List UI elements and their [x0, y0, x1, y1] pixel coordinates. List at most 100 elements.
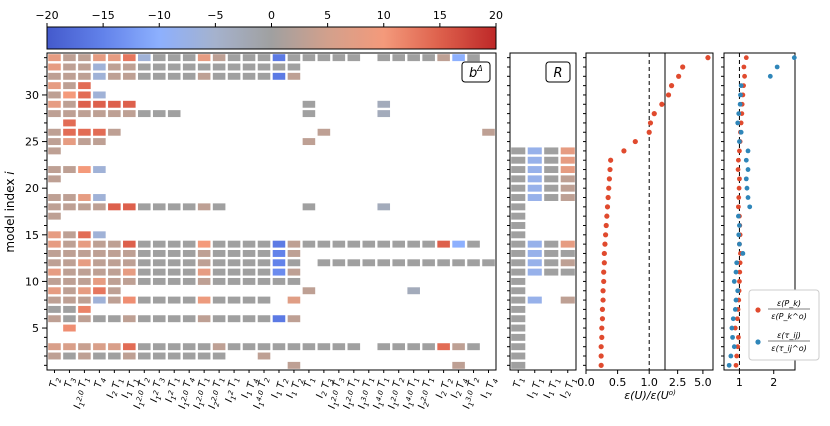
- heatmap-cell: [257, 249, 271, 257]
- heatmap-cell: [78, 343, 91, 351]
- heatmap-cell: [287, 343, 301, 351]
- heatmap-cell: [377, 100, 391, 108]
- heatmap-cell: [93, 91, 106, 99]
- data-point: [647, 120, 654, 126]
- heatmap-cell: [257, 296, 271, 304]
- heatmap-cell: [167, 203, 181, 211]
- heatmap-cell: [257, 240, 271, 248]
- data-point: [599, 306, 606, 312]
- heatmap-cell: [287, 277, 301, 285]
- heatmap-cell: [227, 54, 241, 62]
- heatmap-cell: [257, 259, 271, 267]
- heatmap-cell: [78, 296, 91, 304]
- y-axis-label: model index i: [3, 171, 17, 253]
- heatmap-cell: [93, 138, 106, 146]
- x-tick-label: I1 T4: [479, 376, 500, 401]
- heatmap-cell: [467, 259, 480, 267]
- heatmap-cell: [108, 203, 121, 211]
- y-tick-label: 10: [25, 275, 39, 288]
- heatmap-cell: [108, 296, 121, 304]
- legend-marker: [755, 307, 761, 313]
- data-point: [736, 185, 742, 191]
- x-tick-label: 5.0: [694, 376, 712, 389]
- data-point: [600, 297, 606, 303]
- heatmap-cell: [108, 110, 121, 118]
- heatmap-cell: [63, 268, 76, 276]
- heatmap-cell: [332, 259, 346, 267]
- heatmap-cell: [227, 315, 241, 323]
- heatmap-cell: [93, 287, 106, 295]
- heatmap-cell: [242, 343, 256, 351]
- x-tick-label: I12 T3: [148, 376, 168, 404]
- heatmap-cell: [167, 259, 181, 267]
- heatmap-cell: [63, 203, 76, 211]
- colorbar-tick-label: 10: [377, 9, 391, 22]
- data-point: [601, 278, 607, 285]
- data-point: [736, 111, 742, 117]
- heatmap-cell: [182, 240, 196, 248]
- data-point: [603, 222, 609, 229]
- heatmap-cell: [212, 296, 226, 304]
- data-point: [607, 166, 613, 173]
- heatmap-cell: [48, 296, 61, 304]
- heatmap-cell: [93, 110, 106, 118]
- heatmap-cell: [544, 268, 559, 276]
- heatmap-cell: [152, 110, 166, 118]
- heatmap-cell: [511, 156, 526, 164]
- heatmap-cell: [48, 91, 61, 99]
- data-point: [736, 204, 741, 210]
- heatmap-cell: [93, 100, 106, 108]
- data-point: [601, 250, 607, 257]
- heatmap-cell: [138, 110, 151, 118]
- heatmap-cell: [212, 259, 226, 267]
- panel-pk-frame: [723, 52, 796, 371]
- x-tick-label: T1: [512, 376, 527, 390]
- heatmap-cell: [242, 54, 256, 62]
- heatmap-cell: [317, 240, 331, 248]
- heatmap-cell: [123, 63, 136, 71]
- data-point: [731, 279, 737, 284]
- heatmap-cell: [63, 100, 76, 108]
- heatmap-cell: [317, 54, 331, 62]
- heatmap-cell: [527, 240, 542, 248]
- data-point: [599, 316, 606, 322]
- heatmap-cell: [108, 240, 121, 248]
- data-point: [659, 101, 665, 107]
- data-point: [774, 64, 780, 70]
- heatmap-cell: [511, 212, 526, 220]
- heatmap-cell: [272, 54, 286, 62]
- heatmap-cell: [227, 268, 241, 276]
- heatmap-cell: [78, 91, 91, 99]
- data-point: [600, 288, 606, 294]
- x-tick-label: I1 T1: [120, 376, 141, 401]
- heatmap-cell: [197, 240, 211, 248]
- heatmap-cell: [347, 240, 361, 248]
- heatmap-cell: [227, 277, 241, 285]
- heatmap-cell: [138, 352, 151, 360]
- x-tick-label: I1 T2: [270, 375, 291, 400]
- data-point: [743, 55, 749, 61]
- x-tick-label: T1: [302, 376, 317, 390]
- heatmap-cell: [48, 231, 61, 239]
- heatmap-cell: [63, 72, 76, 80]
- heatmap-cell: [560, 296, 575, 304]
- data-point: [646, 129, 652, 135]
- heatmap-cell: [511, 343, 526, 351]
- heatmap-cell: [452, 54, 465, 62]
- x-tick-label: I14.0 T1: [401, 376, 423, 411]
- heatmap-cell: [182, 343, 196, 351]
- heatmap-cell: [93, 54, 106, 62]
- heatmap-cell: [287, 296, 301, 304]
- heatmap-cell: [182, 315, 196, 323]
- data-point: [734, 316, 740, 322]
- heatmap-cell: [152, 315, 166, 323]
- heatmap-cell: [78, 240, 91, 248]
- heatmap-cell: [302, 287, 316, 295]
- heatmap-cell: [197, 249, 211, 257]
- heatmap-cell: [377, 110, 391, 118]
- heatmap-cell: [63, 240, 76, 248]
- heatmap-cell: [108, 277, 121, 285]
- heatmap-cell: [138, 315, 151, 323]
- heatmap-cell: [407, 54, 420, 62]
- heatmap-cell: [544, 259, 559, 267]
